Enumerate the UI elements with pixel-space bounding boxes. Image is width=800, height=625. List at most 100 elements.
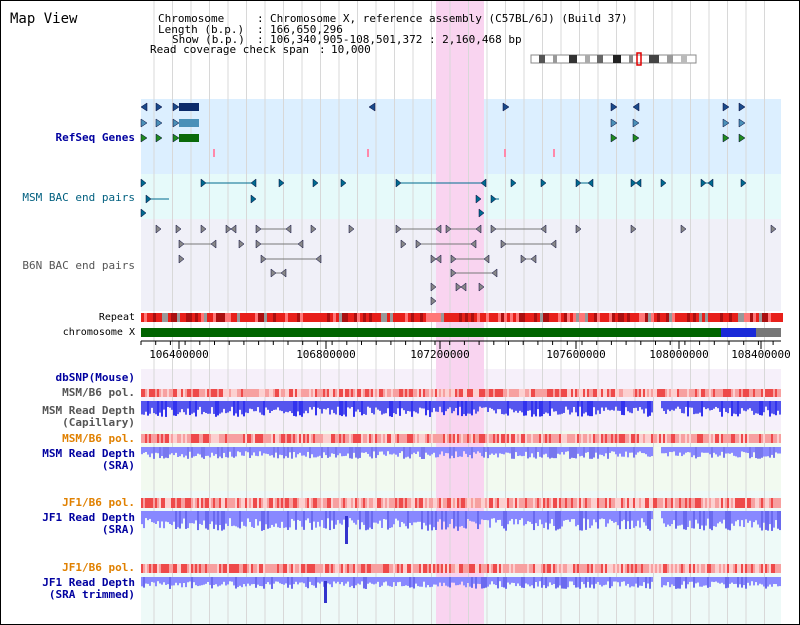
track-label-jf1-pol-1[interactable]: JF1/B6 pol. — [62, 496, 135, 509]
depth-bar — [407, 577, 409, 586]
depth-bar — [279, 447, 281, 455]
polymorphism-segment — [417, 389, 419, 397]
depth-bar — [767, 577, 769, 587]
polymorphism-segment — [257, 564, 259, 573]
polymorphism-segment — [755, 498, 757, 508]
depth-bar — [661, 447, 663, 454]
depth-bar — [211, 577, 213, 589]
polymorphism-segment — [157, 434, 159, 443]
feature-arrow — [630, 178, 637, 188]
depth-bar — [639, 401, 641, 408]
depth-bar — [477, 511, 479, 530]
polymorphism-segment — [429, 498, 431, 508]
depth-bar — [179, 577, 181, 584]
polymorphism-segment — [739, 434, 741, 443]
polymorphism-segment — [749, 434, 751, 443]
depth-bar — [631, 511, 633, 521]
polymorphism-segment — [615, 389, 617, 397]
depth-bar — [383, 447, 385, 455]
track-label-dbsnp[interactable]: dbSNP(Mouse) — [55, 371, 135, 384]
polymorphism-segment — [551, 498, 553, 508]
depth-bar — [483, 577, 485, 589]
depth-bar — [255, 577, 257, 588]
depth-bar — [279, 511, 281, 528]
polymorphism-segment — [703, 434, 705, 443]
polymorphism-segment — [289, 434, 291, 443]
feature-arrow — [738, 118, 746, 128]
polymorphism-segment — [481, 434, 483, 443]
track-label-refseq[interactable]: RefSeq Genes — [55, 131, 135, 144]
repeat-segment — [468, 313, 471, 322]
feature-arrow — [700, 178, 707, 188]
feature-arrow — [270, 268, 277, 278]
depth-bar — [661, 401, 663, 409]
depth-bar — [283, 577, 285, 585]
polymorphism-segment — [775, 389, 777, 397]
polymorphism-segment — [597, 498, 599, 508]
polymorphism-segment — [335, 498, 337, 508]
repeat-segment — [255, 313, 258, 322]
polymorphism-segment — [385, 564, 387, 573]
repeat-segment — [297, 313, 300, 322]
depth-bar — [527, 401, 529, 411]
polymorphism-segment — [147, 564, 149, 573]
polymorphism-segment — [247, 564, 249, 573]
depth-bar — [375, 577, 377, 584]
polymorphism-segment — [661, 564, 663, 573]
depth-bar — [487, 511, 489, 521]
polymorphism-segment — [213, 434, 215, 443]
polymorphism-segment — [159, 389, 161, 397]
depth-bar — [593, 401, 595, 408]
depth-bar — [739, 401, 741, 414]
polymorphism-segment — [383, 498, 385, 508]
repeat-segment — [204, 313, 207, 322]
polymorphism-segment — [729, 498, 731, 508]
repeat-segment — [336, 313, 339, 322]
polymorphism-segment — [433, 434, 435, 443]
depth-bar — [611, 511, 613, 521]
depth-bar — [393, 447, 395, 454]
depth-bar — [355, 447, 357, 458]
track-label-b6n-bac[interactable]: B6N BAC end pairs — [22, 259, 135, 272]
track-label-jf1-pol-2[interactable]: JF1/B6 pol. — [62, 561, 135, 574]
track-label-msm-depth-sra[interactable]: MSM Read Depth — [42, 447, 135, 460]
polymorphism-segment — [373, 498, 375, 508]
polymorphism-segment — [305, 389, 307, 397]
polymorphism-segment — [639, 389, 641, 397]
depth-bar — [773, 401, 775, 415]
depth-bar — [697, 447, 699, 458]
repeat-segment — [741, 313, 744, 322]
depth-bar — [267, 577, 269, 583]
track-label-msm-bac[interactable]: MSM BAC end pairs — [22, 191, 135, 204]
polymorphism-segment — [547, 498, 549, 508]
depth-bar — [613, 447, 615, 452]
polymorphism-segment — [483, 564, 485, 573]
depth-bar — [571, 577, 573, 582]
polymorphism-segment — [741, 498, 743, 508]
polymorphism-segment — [669, 434, 671, 443]
depth-bar — [281, 447, 283, 456]
track-label-msm-pol-2[interactable]: MSM/B6 pol. — [62, 432, 135, 445]
depth-bar — [195, 577, 197, 586]
polymorphism-segment — [183, 498, 185, 508]
polymorphism-segment — [221, 389, 223, 397]
polymorphism-segment — [477, 434, 479, 443]
track-label-msm-depth-cap[interactable]: MSM Read Depth — [42, 404, 135, 417]
track-label-jf1-depth-trim[interactable]: JF1 Read Depth — [42, 576, 135, 589]
polymorphism-segment — [329, 498, 331, 508]
polymorphism-segment — [753, 389, 755, 397]
polymorphism-segment — [705, 564, 707, 573]
depth-bar — [409, 511, 411, 523]
depth-bar — [221, 511, 223, 531]
depth-bar — [541, 401, 543, 417]
depth-bar — [283, 447, 285, 459]
polymorphism-segment — [353, 389, 355, 397]
track-label-jf1-depth-sra[interactable]: JF1 Read Depth — [42, 511, 135, 524]
refseq-tick — [504, 149, 506, 157]
track-label-msm-pol-1[interactable]: MSM/B6 pol. — [62, 386, 135, 399]
polymorphism-segment — [143, 434, 145, 443]
polymorphism-segment — [255, 434, 257, 443]
polymorphism-segment — [231, 389, 233, 397]
depth-bar — [387, 401, 389, 409]
depth-bar — [635, 447, 637, 455]
